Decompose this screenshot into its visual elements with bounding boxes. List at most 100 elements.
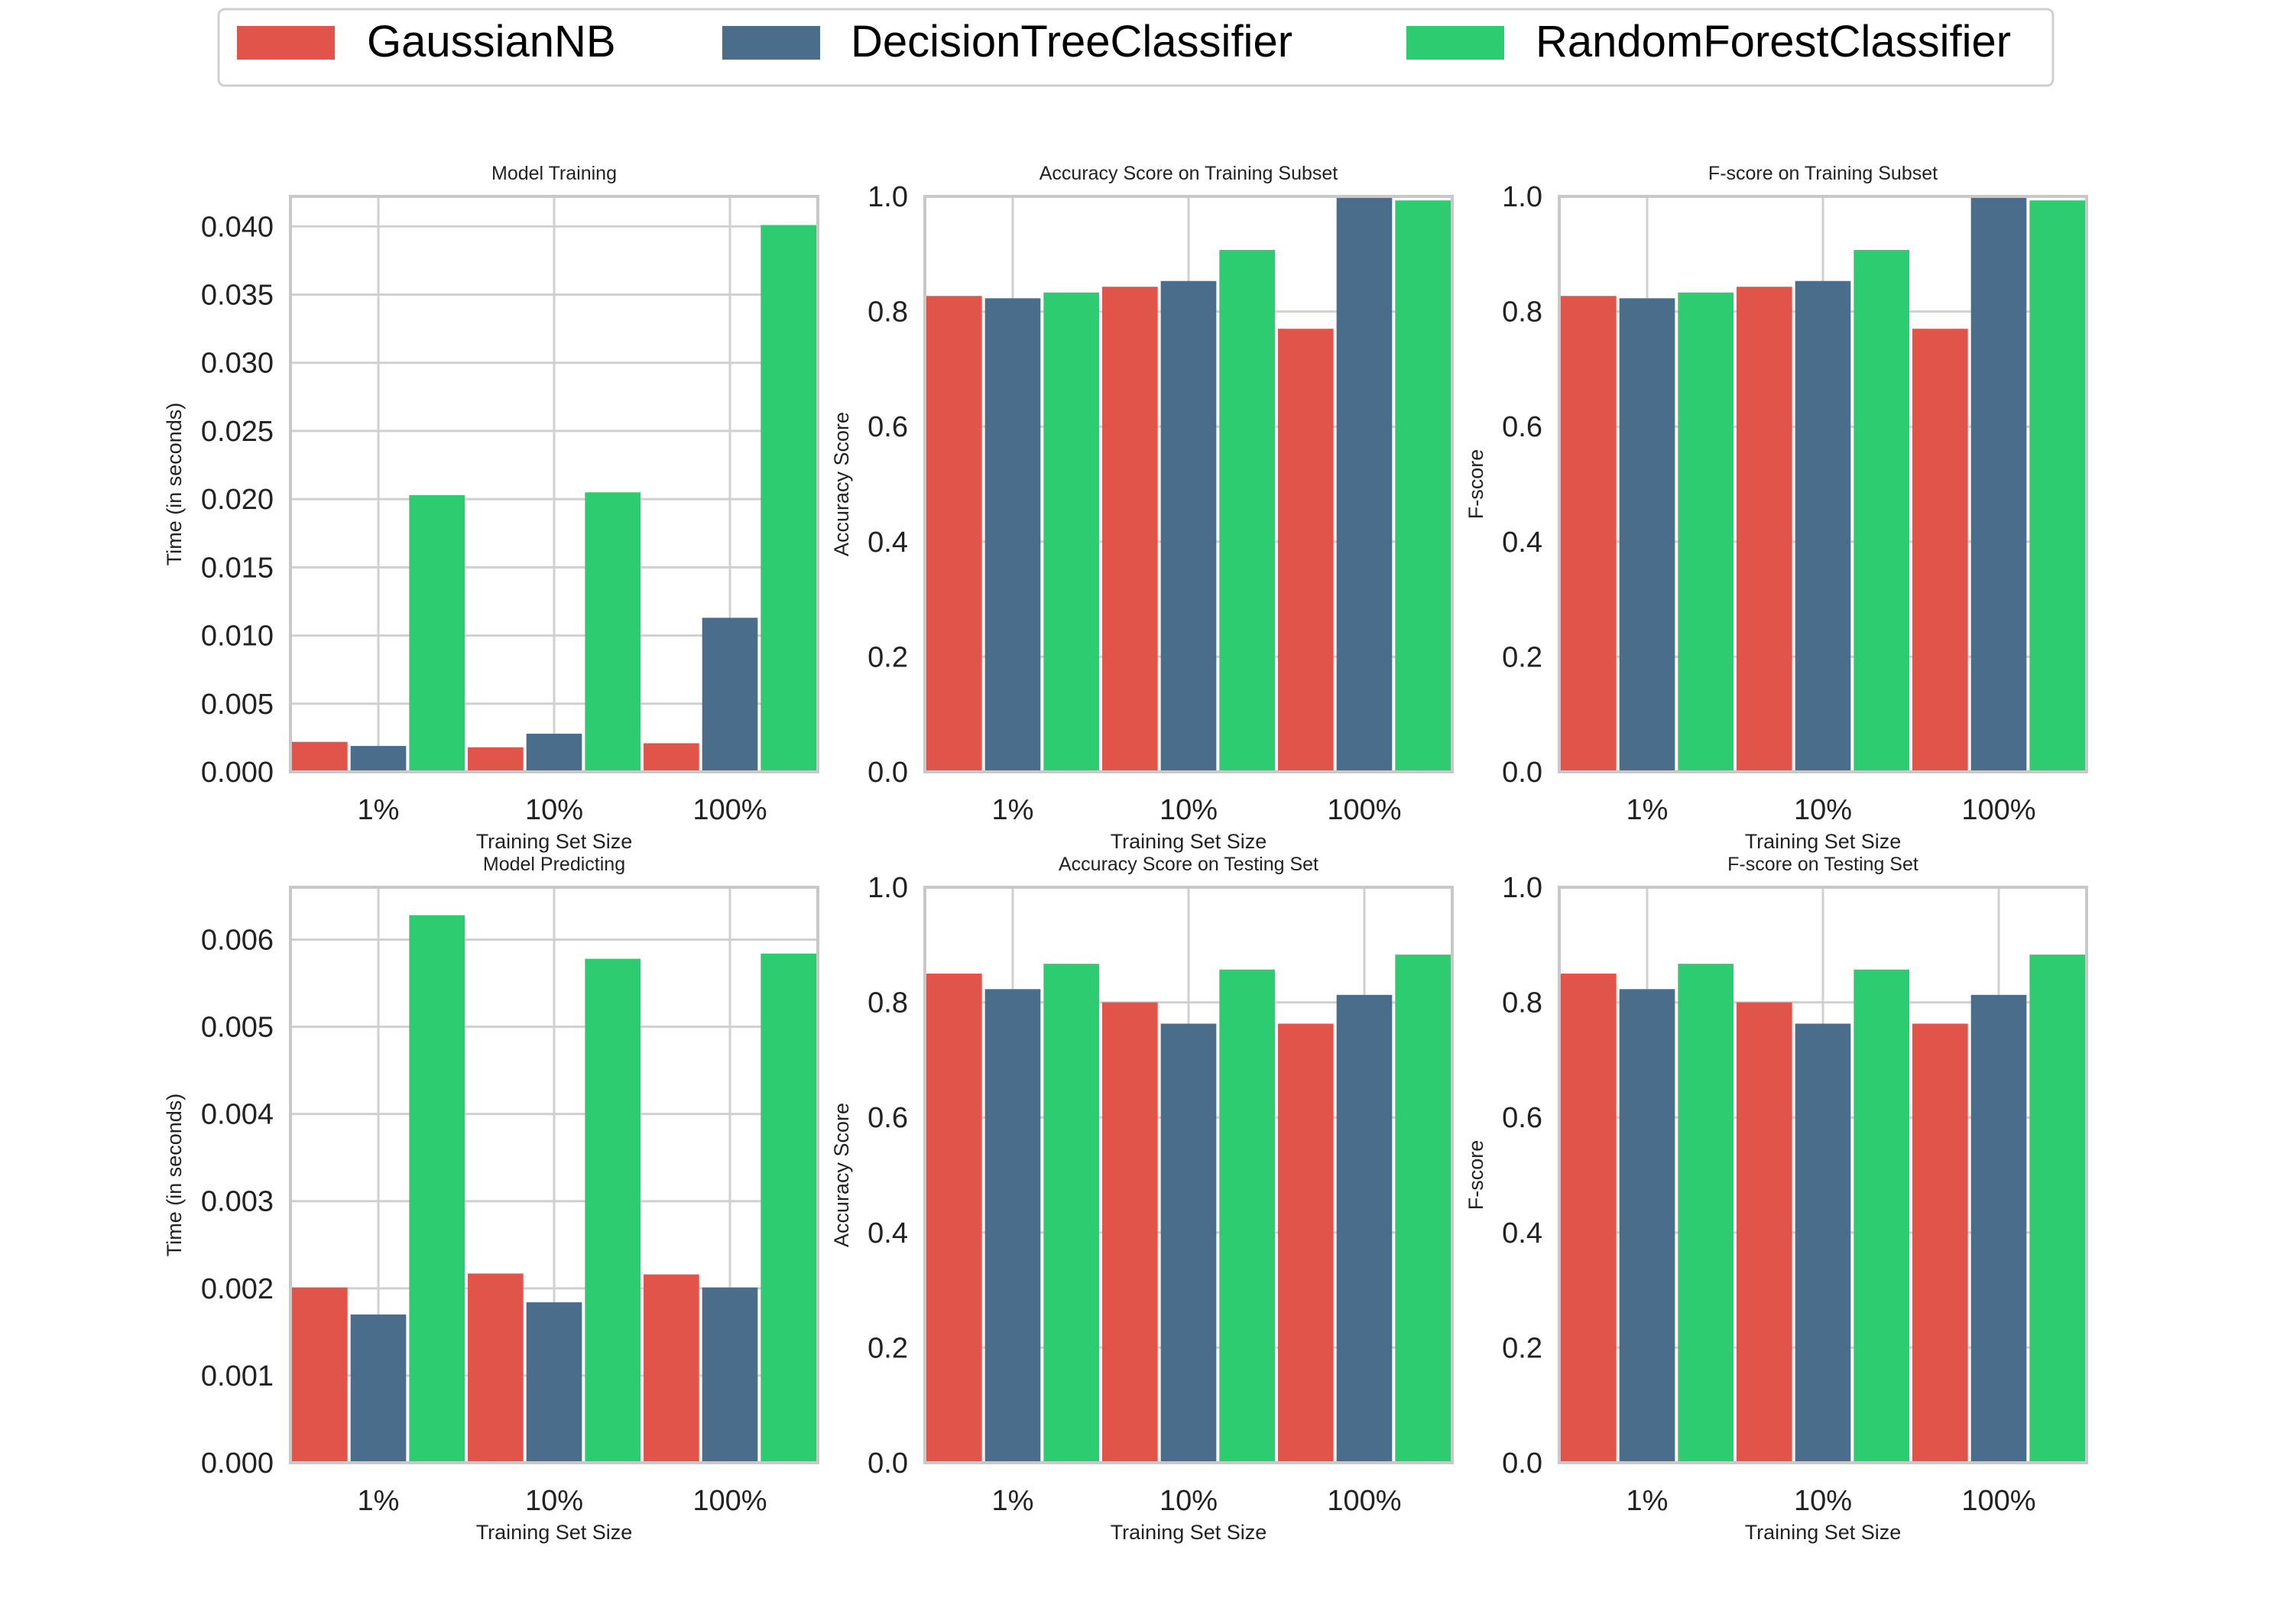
bar-randomforestclassifier-100 xyxy=(1395,955,1451,1463)
bar-gaussiannb-100 xyxy=(644,743,699,772)
bar-gaussiannb-1 xyxy=(292,741,348,772)
y-tick-label: 0.0 xyxy=(1502,757,1542,789)
panel-model-predicting: 0.000 0.001 0.002 0.003 0.004 0.005 0.006 1% 10%… xyxy=(163,854,819,1544)
plot-frame xyxy=(1558,886,2088,1464)
x-tick-label: 1% xyxy=(1627,1485,1669,1517)
bar-randomforestclassifier-10 xyxy=(585,958,641,1463)
x-axis-label: Training Set Size xyxy=(1745,1521,1902,1544)
bar-randomforestclassifier-1 xyxy=(1678,292,1734,773)
x-tick-label: 100% xyxy=(1327,794,1401,826)
bar-gaussiannb-100 xyxy=(1278,1023,1334,1463)
bar-decisiontreeclassifier-1 xyxy=(350,746,407,772)
bar-randomforestclassifier-10 xyxy=(1854,250,1909,772)
panel-title: F-score on Testing Set xyxy=(1727,854,1918,875)
y-tick-label: 1.0 xyxy=(868,872,908,904)
bar-gaussiannb-1 xyxy=(926,973,982,1463)
y-tick-label: 1.0 xyxy=(868,181,908,213)
y-tick-label: 0.040 xyxy=(201,211,274,243)
y-tick-label: 0.000 xyxy=(201,757,274,789)
x-axis-label: Training Set Size xyxy=(1745,830,1902,853)
panel-f-score-on-training-subset: 0.0 0.2 0.4 0.6 0.8 1.0 1% 10% 100% F-score on Tr… xyxy=(1464,163,2088,853)
y-tick-label: 0.4 xyxy=(868,1217,908,1250)
x-tick-label: 100% xyxy=(692,1485,767,1517)
x-tick-label: 10% xyxy=(525,794,583,826)
bar-decisiontreeclassifier-1 xyxy=(1619,298,1675,772)
bar-decisiontreeclassifier-100 xyxy=(1970,994,2027,1463)
x-tick-label: 1% xyxy=(992,794,1034,826)
bar-randomforestclassifier-1 xyxy=(1678,964,1734,1463)
y-tick-label: 0.6 xyxy=(868,411,908,443)
bar-gaussiannb-100 xyxy=(1278,329,1334,772)
bar-decisiontreeclassifier-100 xyxy=(702,618,758,772)
y-tick-label: 1.0 xyxy=(1502,872,1542,904)
bar-randomforestclassifier-100 xyxy=(761,953,816,1463)
bar-gaussiannb-1 xyxy=(292,1287,348,1463)
y-tick-label: 0.020 xyxy=(201,484,274,516)
panel-title: F-score on Training Subset xyxy=(1708,163,1938,184)
bar-gaussiannb-10 xyxy=(1737,1002,1792,1463)
legend-frame xyxy=(217,8,2055,87)
y-tick-label: 0.2 xyxy=(868,1332,908,1364)
bar-gaussiannb-100 xyxy=(644,1274,699,1463)
y-axis-label: Accuracy Score xyxy=(830,1103,853,1247)
bar-decisiontreeclassifier-100 xyxy=(1336,994,1393,1463)
bar-decisiontreeclassifier-100 xyxy=(1336,196,1393,772)
bar-randomforestclassifier-10 xyxy=(585,492,641,772)
bar-randomforestclassifier-1 xyxy=(409,915,465,1463)
y-tick-label: 0.030 xyxy=(201,348,274,380)
bar-decisiontreeclassifier-10 xyxy=(526,734,582,772)
x-tick-label: 1% xyxy=(358,794,400,826)
bar-randomforestclassifier-10 xyxy=(1219,969,1275,1463)
plot-frame xyxy=(923,886,1454,1464)
x-tick-label: 10% xyxy=(1159,1485,1218,1517)
legend-label-randomforestclassifier: RandomForestClassifier xyxy=(1536,17,2011,66)
bar-randomforestclassifier-100 xyxy=(2029,200,2085,772)
y-tick-label: 1.0 xyxy=(1502,181,1542,213)
y-tick-label: 0.2 xyxy=(868,641,908,673)
legend-swatch-gaussiannb xyxy=(237,26,335,60)
x-tick-label: 100% xyxy=(1327,1485,1401,1517)
bar-decisiontreeclassifier-10 xyxy=(1160,280,1217,772)
y-tick-label: 0.8 xyxy=(1502,297,1542,329)
y-tick-label: 0.8 xyxy=(868,987,908,1019)
bar-decisiontreeclassifier-1 xyxy=(984,298,1041,772)
panel-title: Model Predicting xyxy=(483,854,625,875)
panel-f-score-on-testing-set: 0.0 0.2 0.4 0.6 0.8 1.0 1% 10% 100% F-score on Te… xyxy=(1464,854,2088,1544)
x-axis-label: Training Set Size xyxy=(1111,1521,1267,1544)
x-tick-label: 10% xyxy=(1159,794,1218,826)
plot-frame xyxy=(289,195,819,773)
bar-gaussiannb-10 xyxy=(468,747,524,772)
legend-swatch-randomforestclassifier xyxy=(1406,26,1504,60)
bar-randomforestclassifier-1 xyxy=(1043,964,1099,1463)
bar-decisiontreeclassifier-100 xyxy=(1970,196,2027,772)
y-tick-label: 0.006 xyxy=(201,924,274,956)
y-tick-label: 0.025 xyxy=(201,416,274,448)
bar-decisiontreeclassifier-10 xyxy=(1795,280,1851,772)
x-tick-label: 100% xyxy=(1961,1485,2035,1517)
legend-label-gaussiannb: GaussianNB xyxy=(367,17,616,66)
bar-gaussiannb-100 xyxy=(1912,329,1968,772)
x-tick-label: 1% xyxy=(992,1485,1034,1517)
panel-model-training: 0.000 0.005 0.010 0.015 0.020 0.025 0.030 0.035… xyxy=(163,163,819,853)
x-tick-label: 1% xyxy=(1627,794,1669,826)
bar-gaussiannb-10 xyxy=(1102,1002,1158,1463)
bar-decisiontreeclassifier-100 xyxy=(702,1287,758,1463)
bar-randomforestclassifier-1 xyxy=(1043,292,1099,773)
bar-gaussiannb-1 xyxy=(926,296,982,772)
legend-swatch-decisiontreeclassifier xyxy=(722,26,820,60)
bar-gaussiannb-10 xyxy=(468,1273,524,1463)
x-tick-label: 10% xyxy=(525,1485,583,1517)
bar-decisiontreeclassifier-1 xyxy=(984,989,1041,1463)
bar-decisiontreeclassifier-1 xyxy=(1619,989,1675,1463)
bar-randomforestclassifier-100 xyxy=(2029,955,2085,1463)
y-tick-label: 0.015 xyxy=(201,552,274,584)
bar-decisiontreeclassifier-10 xyxy=(1160,1023,1217,1463)
bar-decisiontreeclassifier-10 xyxy=(1795,1023,1851,1463)
bar-randomforestclassifier-100 xyxy=(1395,200,1451,772)
bar-gaussiannb-100 xyxy=(1912,1023,1968,1463)
y-tick-label: 0.2 xyxy=(1502,641,1542,673)
y-tick-label: 0.6 xyxy=(1502,1102,1542,1134)
y-tick-label: 0.8 xyxy=(1502,987,1542,1019)
y-tick-label: 0.003 xyxy=(201,1186,274,1218)
